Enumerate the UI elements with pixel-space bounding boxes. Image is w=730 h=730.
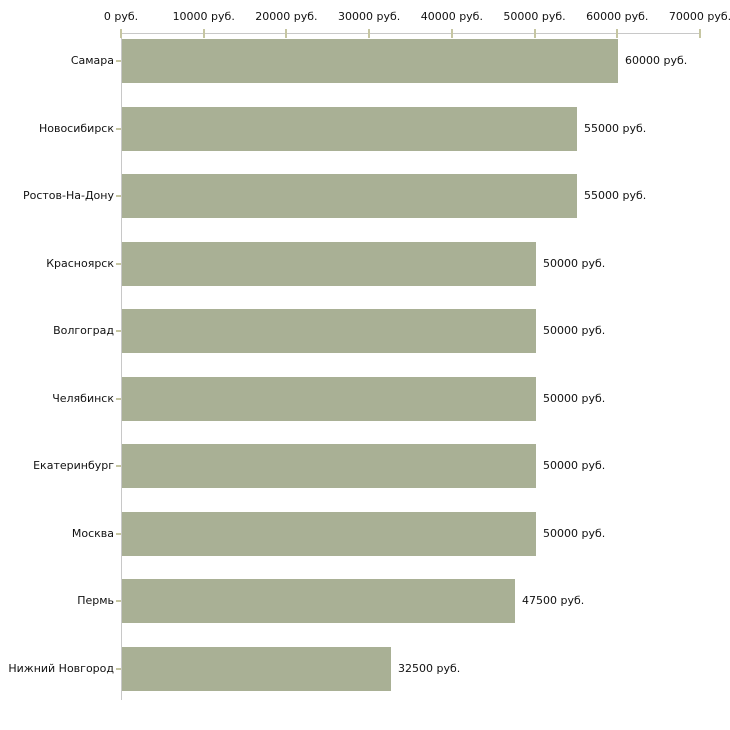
y-axis-tick xyxy=(116,532,121,535)
y-axis-tick xyxy=(116,667,121,670)
bar xyxy=(122,174,577,218)
bar xyxy=(122,444,536,488)
bar xyxy=(122,647,391,691)
x-axis-tick-label: 0 руб. xyxy=(103,10,139,23)
x-axis-tick-label: 50000 руб. xyxy=(503,10,566,23)
category-label: Пермь xyxy=(77,594,114,608)
x-axis-tick-label: 10000 руб. xyxy=(172,10,235,23)
y-axis-tick xyxy=(116,330,121,333)
y-axis-tick xyxy=(116,465,121,468)
bar xyxy=(122,512,536,556)
bar xyxy=(122,107,577,151)
category-label: Волгоград xyxy=(53,324,114,338)
x-axis-tick-label: 40000 руб. xyxy=(420,10,483,23)
bar-value-label: 50000 руб. xyxy=(543,459,606,473)
bar-value-label: 50000 руб. xyxy=(543,324,606,338)
bar xyxy=(122,377,536,421)
x-axis-tick xyxy=(120,29,122,38)
bar-value-label: 50000 руб. xyxy=(543,256,606,270)
category-label: Новосибирск xyxy=(38,121,114,135)
bar xyxy=(122,579,515,623)
x-axis-tick xyxy=(202,29,205,38)
x-axis-tick xyxy=(699,29,701,38)
bar-value-label: 50000 руб. xyxy=(543,391,606,405)
bar-value-label: 47500 руб. xyxy=(522,594,585,608)
category-label: Ростов-На-Дону xyxy=(22,189,114,203)
bar xyxy=(122,39,618,83)
category-label: Самара xyxy=(70,54,114,67)
y-axis-tick xyxy=(116,600,121,603)
category-label: Челябинск xyxy=(52,391,114,405)
y-axis-tick xyxy=(116,127,121,130)
bar-value-label: 55000 руб. xyxy=(584,189,647,203)
x-axis-tick-label: 30000 руб. xyxy=(338,10,401,23)
x-axis-tick xyxy=(285,29,288,38)
bar-value-label: 32500 руб. xyxy=(398,661,461,675)
category-label: Красноярск xyxy=(46,256,114,270)
category-label: Москва xyxy=(71,526,114,540)
x-axis-tick xyxy=(533,29,536,38)
y-axis-tick xyxy=(116,60,121,62)
y-axis-tick xyxy=(116,262,121,265)
x-axis-tick xyxy=(368,29,371,38)
category-label: Нижний Новгород xyxy=(8,661,114,675)
y-axis-tick xyxy=(116,195,121,198)
bar xyxy=(122,309,536,353)
category-label: Екатеринбург xyxy=(33,459,114,473)
bar-value-label: 55000 руб. xyxy=(584,121,647,135)
y-axis-tick xyxy=(116,397,121,400)
bar-value-label: 50000 руб. xyxy=(543,526,606,540)
bar-value-label: 60000 руб. xyxy=(625,54,688,67)
bar xyxy=(122,242,536,286)
x-axis-tick xyxy=(616,29,619,38)
x-axis-tick xyxy=(450,29,453,38)
x-axis-tick-label: 70000 руб. xyxy=(668,10,730,23)
y-axis-line xyxy=(121,33,122,700)
x-axis-tick-label: 20000 руб. xyxy=(255,10,318,23)
x-axis-tick-label: 60000 руб. xyxy=(586,10,649,23)
x-axis-line xyxy=(121,33,701,34)
